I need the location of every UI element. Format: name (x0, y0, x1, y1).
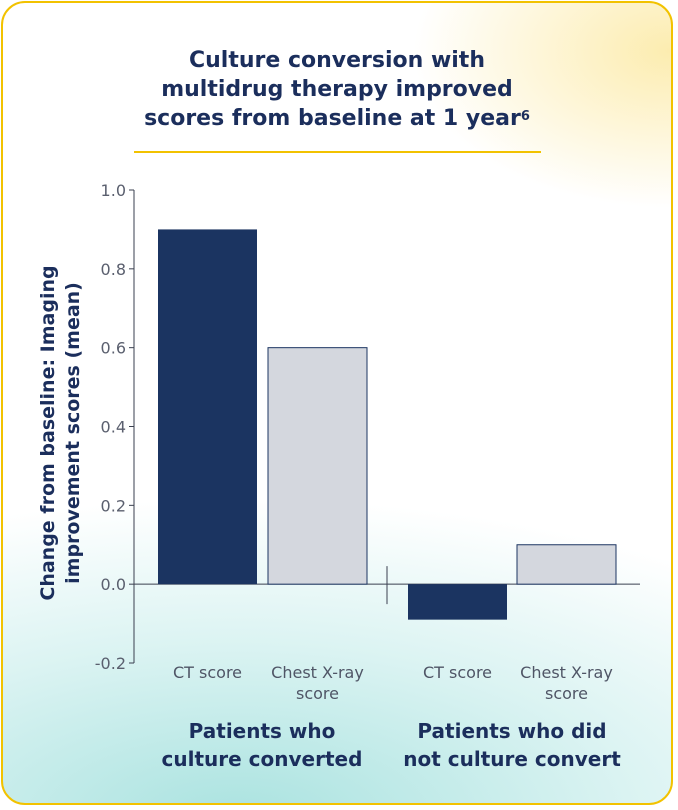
y-tick-label: 0.6 (101, 339, 126, 358)
y-tick-label: 0.4 (101, 418, 126, 437)
y-tick-label: 0.0 (101, 575, 126, 594)
y-tick-label: 0.8 (101, 260, 126, 279)
y-tick-label: 1.0 (101, 181, 126, 200)
group-label: not culture convert (403, 747, 621, 771)
bar-ct-score (158, 229, 257, 585)
group-label: Patients who (189, 719, 336, 743)
category-label: Chest X-ray (271, 663, 364, 682)
category-label: CT score (423, 663, 492, 682)
y-axis-label: Change from baseline: Imaging (37, 265, 59, 600)
reference-superscript: 6 (520, 109, 530, 124)
title-divider (134, 151, 541, 153)
bar-chest-xray-score (516, 544, 617, 585)
category-label: score (296, 684, 339, 703)
category-label: score (545, 684, 588, 703)
y-tick-label: -0.2 (95, 654, 126, 673)
chart-title-line-2: multidrug therapy improved (161, 77, 513, 102)
group-label: culture converted (162, 747, 363, 771)
category-label: Chest X-ray (520, 663, 613, 682)
bar-ct-score (408, 584, 507, 620)
chart-title: Culture conversion with multidrug therap… (0, 46, 674, 133)
bar-chest-xray-score (267, 347, 368, 585)
group-label: Patients who did (417, 719, 606, 743)
y-axis-label: improvement scores (mean) (62, 282, 84, 584)
chart-title-line-3: scores from baseline at 1 year6 (0, 104, 674, 133)
y-tick-label: 0.2 (101, 496, 126, 515)
chart-title-line-3-text: scores from baseline at 1 year (144, 106, 521, 131)
chart-title-line-1: Culture conversion with (188, 48, 485, 73)
category-label: CT score (173, 663, 242, 682)
